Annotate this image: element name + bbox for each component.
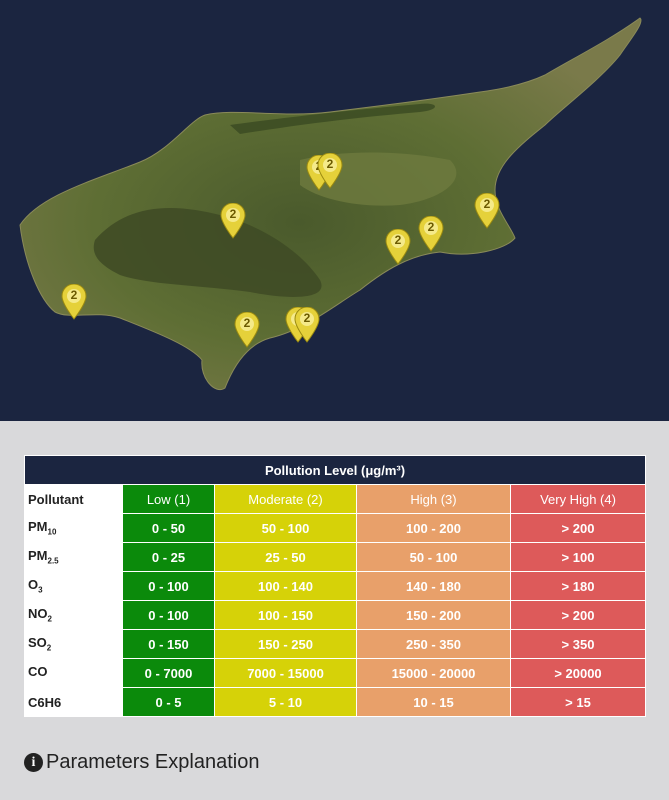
- table-row: CO 0 - 7000 7000 - 15000 15000 - 20000 >…: [24, 658, 646, 688]
- northern-range: [230, 103, 435, 134]
- table-row: C6H6 0 - 5 5 - 10 10 - 15 > 15: [24, 687, 646, 717]
- header-moderate: Moderate (2): [214, 484, 357, 514]
- very-high-range: > 15: [510, 687, 646, 717]
- pollutant-name: PM2.5: [24, 542, 123, 572]
- header-very-high: Very High (4): [510, 484, 646, 514]
- marker-count: 2: [394, 233, 402, 247]
- marker-count: 2: [229, 207, 237, 221]
- very-high-range: > 20000: [510, 658, 646, 688]
- moderate-range: 50 - 100: [214, 513, 357, 543]
- marker-count: 2: [243, 316, 251, 330]
- table-row: PM10 0 - 50 50 - 100 100 - 200 > 200: [24, 513, 646, 543]
- marker-count: 2: [326, 157, 334, 171]
- island-map: [19, 17, 642, 391]
- info-icon: i: [24, 753, 43, 772]
- station-marker[interactable]: 2: [219, 203, 247, 239]
- low-range: 0 - 150: [122, 629, 215, 659]
- station-marker[interactable]: 2: [233, 312, 261, 348]
- very-high-range: > 350: [510, 629, 646, 659]
- pollutant-name: C6H6: [24, 687, 123, 717]
- moderate-range: 25 - 50: [214, 542, 357, 572]
- table-row: O3 0 - 100 100 - 140 140 - 180 > 180: [24, 571, 646, 601]
- mountain-range: [93, 207, 322, 297]
- low-range: 0 - 50: [122, 513, 215, 543]
- table-row: PM2.5 0 - 25 25 - 50 50 - 100 > 100: [24, 542, 646, 572]
- high-range: 100 - 200: [356, 513, 511, 543]
- map-view[interactable]: 2 2 2 2 2 2 2 2 2 2: [0, 0, 669, 421]
- header-pollutant: Pollutant: [24, 484, 123, 514]
- moderate-range: 150 - 250: [214, 629, 357, 659]
- pollution-level-table: Pollution Level (μg/m³) Pollutant Low (1…: [24, 455, 646, 717]
- header-high: High (3): [356, 484, 511, 514]
- pollutant-name: CO: [24, 658, 123, 688]
- low-range: 0 - 100: [122, 571, 215, 601]
- table-row: NO2 0 - 100 100 - 150 150 - 200 > 200: [24, 600, 646, 630]
- very-high-range: > 200: [510, 600, 646, 630]
- low-range: 0 - 100: [122, 600, 215, 630]
- high-range: 140 - 180: [356, 571, 511, 601]
- moderate-range: 7000 - 15000: [214, 658, 357, 688]
- low-range: 0 - 7000: [122, 658, 215, 688]
- pollutant-name: NO2: [24, 600, 123, 630]
- station-marker[interactable]: 2: [316, 153, 344, 189]
- pollutant-name: PM10: [24, 513, 123, 543]
- moderate-range: 5 - 10: [214, 687, 357, 717]
- very-high-range: > 200: [510, 513, 646, 543]
- parameters-explanation-label: Parameters Explanation: [46, 751, 260, 773]
- pollutant-name: SO2: [24, 629, 123, 659]
- high-range: 150 - 200: [356, 600, 511, 630]
- station-marker[interactable]: 2: [417, 216, 445, 252]
- high-range: 50 - 100: [356, 542, 511, 572]
- table-row: SO2 0 - 150 150 - 250 250 - 350 > 350: [24, 629, 646, 659]
- high-range: 15000 - 20000: [356, 658, 511, 688]
- high-range: 10 - 15: [356, 687, 511, 717]
- header-low: Low (1): [122, 484, 215, 514]
- high-range: 250 - 350: [356, 629, 511, 659]
- moderate-range: 100 - 140: [214, 571, 357, 601]
- very-high-range: > 100: [510, 542, 646, 572]
- pollutant-name: O3: [24, 571, 123, 601]
- station-marker[interactable]: 2: [473, 193, 501, 229]
- legend-panel: Pollution Level (μg/m³) Pollutant Low (1…: [0, 421, 669, 800]
- island-shape: [19, 17, 642, 391]
- station-marker[interactable]: 2: [293, 307, 321, 343]
- marker-count: 2: [483, 197, 491, 211]
- marker-count: 2: [70, 288, 78, 302]
- station-marker[interactable]: 2: [60, 284, 88, 320]
- station-marker[interactable]: 2: [384, 229, 412, 265]
- very-high-range: > 180: [510, 571, 646, 601]
- parameters-explanation-link[interactable]: i Parameters Explanation: [24, 751, 259, 774]
- low-range: 0 - 25: [122, 542, 215, 572]
- marker-count: 2: [427, 220, 435, 234]
- marker-count: 2: [303, 311, 311, 325]
- table-title: Pollution Level (μg/m³): [24, 455, 646, 485]
- moderate-range: 100 - 150: [214, 600, 357, 630]
- low-range: 0 - 5: [122, 687, 215, 717]
